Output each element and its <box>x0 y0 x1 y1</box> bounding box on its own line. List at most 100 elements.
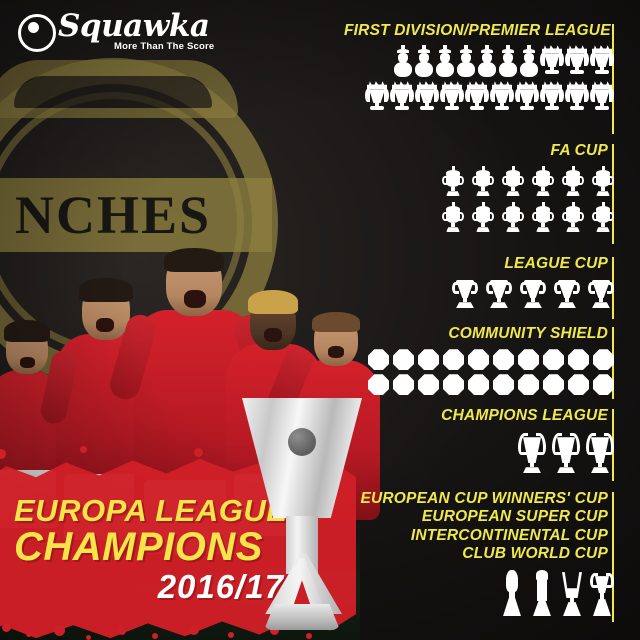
section-title-community-shield: COMMUNITY SHIELD <box>448 325 608 342</box>
first-division-trophy-icon <box>393 45 413 78</box>
european-cup-winners-cup-trophy-icon <box>500 570 524 617</box>
trophy-row <box>344 45 640 78</box>
community-shield-icon <box>443 349 464 371</box>
banner-line-1: EUROPA LEAGUE <box>14 493 288 528</box>
first-division-trophy-icon <box>414 45 434 78</box>
community-shield-icon <box>543 349 564 371</box>
community-shield-icon <box>468 349 489 371</box>
first-division-trophy-icon <box>498 45 518 78</box>
section-champions-league: CHAMPIONS LEAGUE <box>344 407 640 481</box>
premier-league-trophy-icon <box>540 45 564 75</box>
community-shield-icon <box>418 374 439 396</box>
section-title-champions-league: CHAMPIONS LEAGUE <box>441 407 608 424</box>
community-shield-icon <box>368 374 389 396</box>
premier-league-trophy-icon <box>365 81 389 111</box>
trophy-row <box>344 202 640 233</box>
club-world-cup-trophy-icon <box>590 570 614 617</box>
honours-list: FIRST DIVISION/PREMIER LEAGUE <box>344 0 640 640</box>
fa-cup-trophy-icon <box>562 202 584 233</box>
fa-cup-trophy-icon <box>442 166 464 197</box>
champions-league-trophy-icon <box>586 431 614 474</box>
section-fa-cup: FA CUP <box>344 142 640 244</box>
fa-cup-trophy-icon <box>532 202 554 233</box>
shield-row <box>344 349 640 371</box>
intercontinental-cup-trophy-icon <box>560 570 584 617</box>
fa-cup-trophy-icon <box>562 166 584 197</box>
community-shield-icon <box>568 349 589 371</box>
section-league-cup: LEAGUE CUP <box>344 255 640 319</box>
premier-league-trophy-icon <box>415 81 439 111</box>
trophy-row <box>344 431 640 474</box>
community-shield-icon <box>393 349 414 371</box>
community-shield-icon <box>368 349 389 371</box>
fa-cup-trophy-icon <box>442 202 464 233</box>
premier-league-trophy-icon <box>465 81 489 111</box>
premier-league-trophy-icon <box>565 45 589 75</box>
premier-league-trophy-icon <box>540 81 564 111</box>
premier-league-trophy-icon <box>515 81 539 111</box>
section-title-cup-winners-cup: EUROPEAN CUP WINNERS' CUP <box>360 490 608 507</box>
section-community-shield: COMMUNITY SHIELD <box>344 325 640 399</box>
community-shield-icon <box>393 374 414 396</box>
community-shield-icon <box>468 374 489 396</box>
section-title-club-world-cup: CLUB WORLD CUP <box>462 544 608 562</box>
section-title-league: FIRST DIVISION/PREMIER LEAGUE <box>344 22 611 39</box>
first-division-trophy-icon <box>456 45 476 78</box>
league-cup-trophy-icon <box>588 280 614 310</box>
community-shield-icon <box>493 349 514 371</box>
fa-cup-trophy-icon <box>502 166 524 197</box>
section-divider <box>611 492 614 622</box>
banner-line-2: CHAMPIONS <box>14 525 263 569</box>
community-shield-icon <box>568 374 589 396</box>
premier-league-trophy-icon <box>390 81 414 111</box>
community-shield-icon <box>518 374 539 396</box>
squawka-logo[interactable]: Squawka More Than The Score <box>18 8 248 54</box>
squawka-circle-logo-icon <box>18 14 56 52</box>
section-divider <box>611 24 614 134</box>
community-shield-icon <box>593 349 614 371</box>
champions-league-trophy-icon <box>518 431 546 474</box>
trophy-row <box>344 81 640 111</box>
first-division-trophy-icon <box>477 45 497 78</box>
trophy-row <box>344 280 640 310</box>
fa-cup-trophy-icon <box>472 166 494 197</box>
trophy-row <box>344 570 640 617</box>
premier-league-trophy-icon <box>565 81 589 111</box>
community-shield-icon <box>493 374 514 396</box>
banner-season: 2016/17 <box>157 568 284 605</box>
brand-name: Squawka <box>58 8 210 44</box>
league-cup-trophy-icon <box>452 280 478 310</box>
community-shield-icon <box>418 349 439 371</box>
first-division-trophy-icon <box>435 45 455 78</box>
section-title-league-cup: LEAGUE CUP <box>504 255 608 272</box>
european-super-cup-trophy-icon <box>530 570 554 617</box>
fa-cup-trophy-icon <box>472 202 494 233</box>
fa-cup-trophy-icon <box>502 202 524 233</box>
section-title-fa-cup: FA CUP <box>550 142 608 159</box>
premier-league-trophy-icon <box>590 81 614 111</box>
section-league: FIRST DIVISION/PREMIER LEAGUE <box>344 22 640 134</box>
community-shield-icon <box>593 374 614 396</box>
banner-text: EUROPA LEAGUE CHAMPIONS 2016/17 <box>14 495 344 606</box>
community-shield-icon <box>518 349 539 371</box>
europa-league-trophy-icon <box>236 398 368 630</box>
fa-cup-trophy-icon <box>592 202 614 233</box>
brand-tagline: More Than The Score <box>114 41 215 52</box>
section-divider <box>611 144 614 244</box>
section-title-super-cup: EUROPEAN SUPER CUP <box>421 508 608 526</box>
fa-cup-trophy-icon <box>532 166 554 197</box>
community-shield-icon <box>443 374 464 396</box>
community-shield-icon <box>543 374 564 396</box>
league-cup-trophy-icon <box>486 280 512 310</box>
shield-row <box>344 374 640 396</box>
champions-league-trophy-icon <box>552 431 580 474</box>
trophy-row <box>344 166 640 197</box>
section-european-misc: EUROPEAN CUP WINNERS' CUP EUROPEAN SUPER… <box>344 490 640 622</box>
first-division-trophy-icon <box>519 45 539 78</box>
league-cup-trophy-icon <box>520 280 546 310</box>
premier-league-trophy-icon <box>590 45 614 75</box>
section-title-intercontinental-cup: INTERCONTINENTAL CUP <box>410 526 608 544</box>
fa-cup-trophy-icon <box>592 166 614 197</box>
league-cup-trophy-icon <box>554 280 580 310</box>
